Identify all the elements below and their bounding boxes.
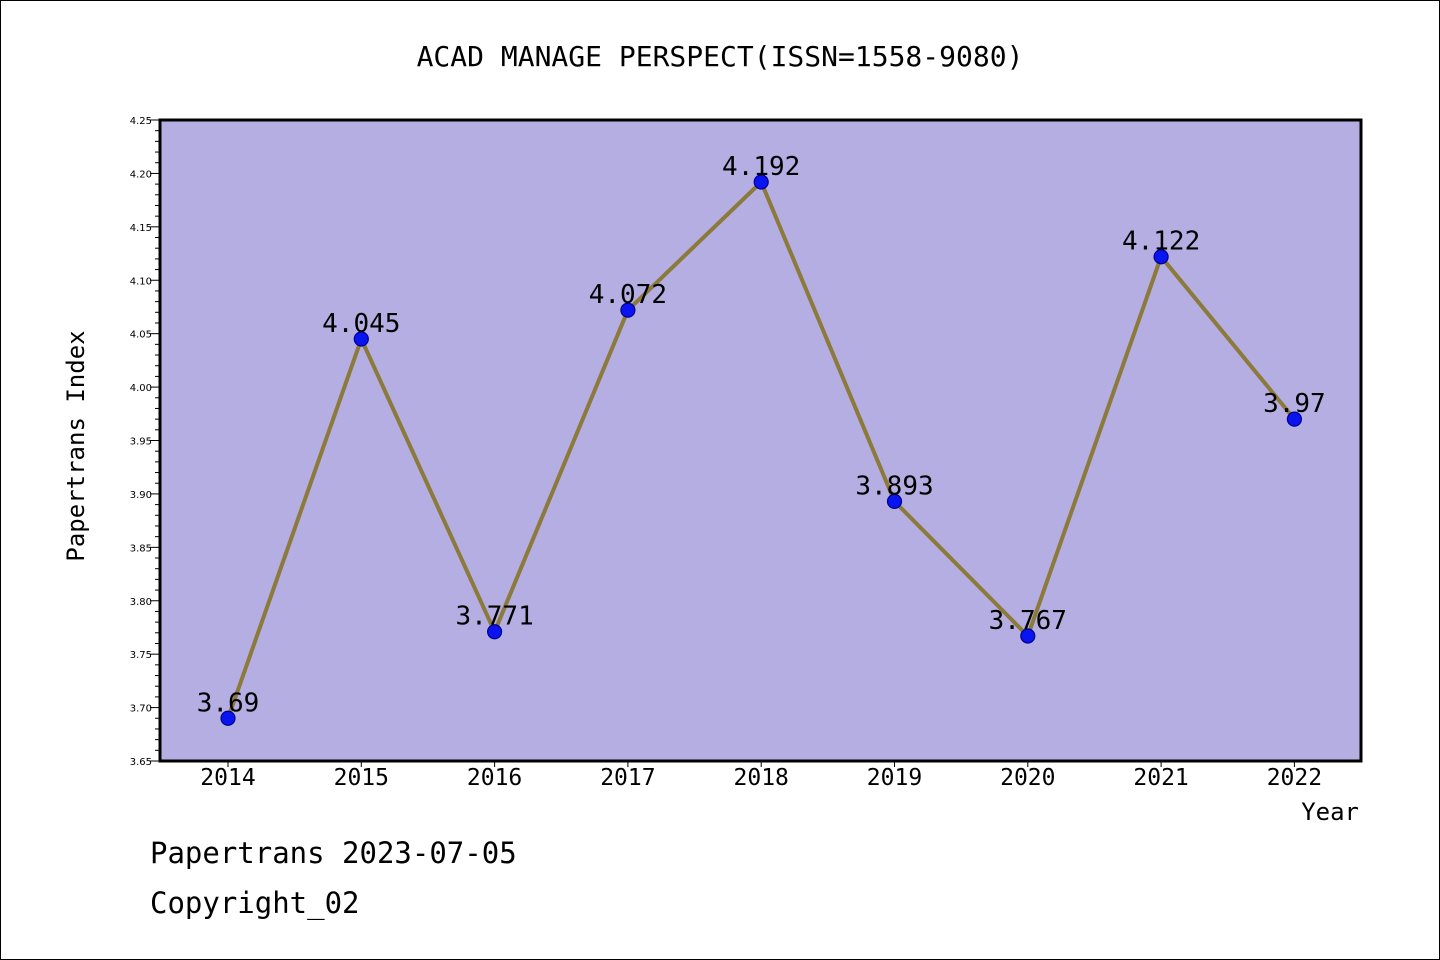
data-point xyxy=(220,710,236,726)
y-tick-label: 4.00 xyxy=(130,383,152,394)
x-tick-label: 2017 xyxy=(600,765,655,791)
x-tick-label: 2018 xyxy=(734,765,789,791)
y-tick-label: 3.80 xyxy=(130,597,152,608)
y-tick-label: 3.90 xyxy=(130,490,152,501)
data-label: 3.69 xyxy=(197,688,260,718)
y-tick-label: 4.15 xyxy=(130,223,152,234)
data-label: 4.072 xyxy=(589,280,667,310)
data-point xyxy=(1153,249,1169,265)
data-point xyxy=(1286,411,1303,427)
x-tick-label: 2020 xyxy=(1000,765,1055,791)
x-tick-label: 2021 xyxy=(1133,765,1188,791)
data-point xyxy=(886,493,903,509)
y-tick-label: 4.25 xyxy=(130,116,152,127)
footer-copyright-text: Copyright_02 xyxy=(150,886,360,920)
y-tick-label: 4.10 xyxy=(130,276,152,287)
data-point xyxy=(620,302,636,318)
x-tick-label: 2016 xyxy=(467,765,522,791)
x-tick-label: 2015 xyxy=(334,765,389,791)
data-label: 4.045 xyxy=(322,309,400,339)
x-axis-ticks: 2014 2015 2016 2017 2018 2019 2020 2021 2022 xyxy=(200,761,1322,791)
footer-date-text: Papertrans 2023-07-05 xyxy=(150,836,517,870)
data-point xyxy=(487,624,503,640)
y-axis-ticks: 3.65 3.70 3.75 3.80 3.85 3.90 3.95 4.00 4.05 4.10… xyxy=(130,116,160,768)
x-tick-label: 2022 xyxy=(1267,765,1322,791)
y-tick-label: 3.70 xyxy=(130,704,152,715)
y-axis-label: Papertrans Index xyxy=(62,330,90,561)
data-point xyxy=(1020,628,1036,644)
data-point xyxy=(353,331,369,347)
data-label: 3.767 xyxy=(989,606,1067,636)
data-label: 4.122 xyxy=(1122,227,1200,257)
data-label: 3.893 xyxy=(855,471,933,501)
chart-title: ACAD MANAGE PERSPECT(ISSN=1558-9080) xyxy=(417,40,1024,73)
data-label: 4.192 xyxy=(722,152,800,182)
y-tick-label: 4.05 xyxy=(130,330,152,341)
y-tick-label: 4.20 xyxy=(130,169,152,180)
data-label: 3.97 xyxy=(1263,389,1326,419)
data-label-layer: 3.69 4.045 3.771 4.072 4.192 3.893 3.767 4.122 3… xyxy=(197,152,1326,718)
x-tick-label: 2014 xyxy=(200,765,255,791)
y-tick-label: 3.85 xyxy=(130,543,152,554)
plot-border xyxy=(158,118,1363,763)
plot-area xyxy=(160,120,1361,761)
x-tick-label: 2019 xyxy=(867,765,922,791)
y-tick-label: 3.75 xyxy=(130,650,152,661)
x-axis-label: Year xyxy=(1301,798,1359,826)
data-point xyxy=(753,174,769,190)
y-tick-label: 3.65 xyxy=(130,757,152,768)
data-label: 3.771 xyxy=(455,602,533,632)
y-tick-label: 3.95 xyxy=(130,437,152,448)
marker-layer xyxy=(220,174,1303,726)
